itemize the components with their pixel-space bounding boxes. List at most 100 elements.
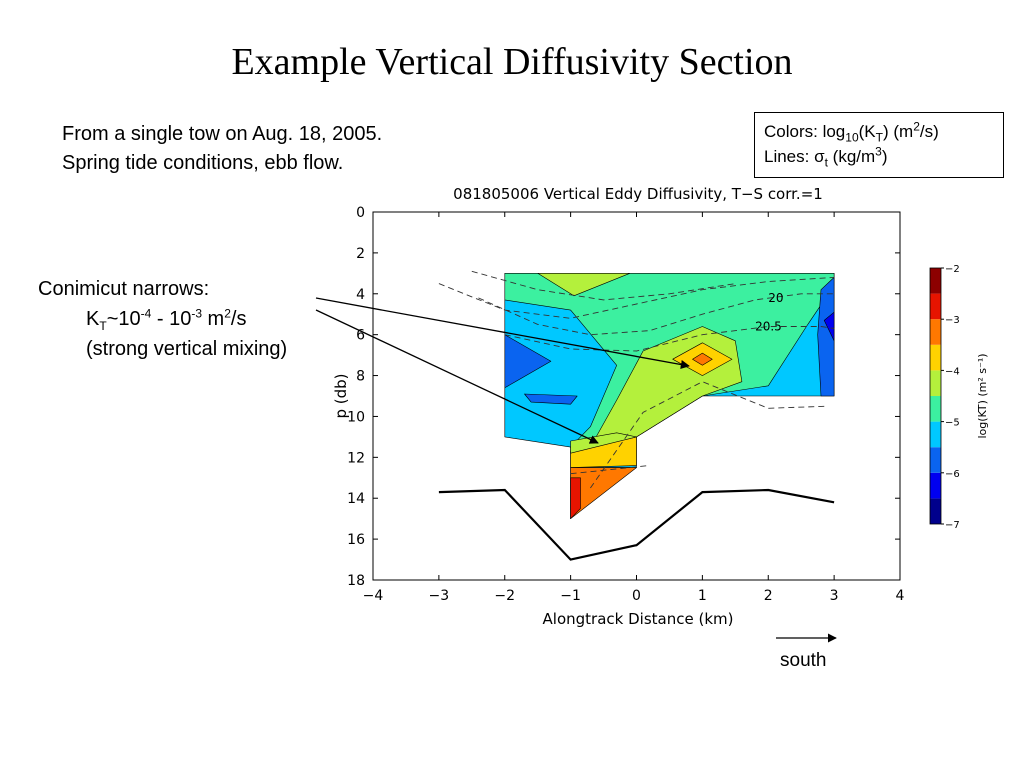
callout-k: K <box>86 308 100 330</box>
x-tick-label: 4 <box>896 588 905 604</box>
y-tick-label: 16 <box>347 532 365 548</box>
colorbar-swatch <box>930 421 941 448</box>
legend-lines-unit-sup: 3 <box>875 144 882 159</box>
bottom-profile-line <box>438 488 835 561</box>
colorbar-tick-label: −4 <box>945 366 960 377</box>
colorbar-swatch <box>930 447 941 473</box>
legend-lines-line: Lines: σt (kg/m3) <box>764 144 1003 169</box>
legend-lines-sigma-sub: t <box>824 155 828 170</box>
legend-colors-ksub: T <box>875 130 883 145</box>
colorbar-swatch <box>930 396 941 422</box>
colorbar-label: log(KT) (m² s⁻¹) <box>976 353 989 438</box>
colorbar-swatch <box>930 370 941 396</box>
y-tick-label: 8 <box>356 369 365 385</box>
colorbar-swatch <box>930 472 941 499</box>
colorbar-tick-label: −2 <box>945 264 960 275</box>
direction-label: south <box>780 650 827 671</box>
callout-arrow-core <box>315 297 690 370</box>
contour-line-2 <box>438 276 835 319</box>
slide-title: Example Vertical Diffusivity Section <box>231 41 793 83</box>
callout-arrow-bottom <box>315 309 599 444</box>
legend-lines-unit-end: ) <box>881 147 888 166</box>
contour-label-1: 20.5 <box>755 319 782 333</box>
y-tick-label: 18 <box>347 573 365 589</box>
legend-colors-line: Colors: log10(KT) (m2/s) <box>764 119 1003 144</box>
x-tick-label: 2 <box>764 588 773 604</box>
contour-fills <box>504 272 835 520</box>
x-axis-ticks: −4 −3 −2 −1 0 1 2 3 4 <box>363 212 905 604</box>
x-tick-label: 0 <box>632 588 641 604</box>
x-tick-label: 1 <box>698 588 707 604</box>
legend-lines-prefix: Lines: <box>764 147 815 166</box>
callout-line-2: KT~10-4 - 10-3 m2/s <box>38 304 287 334</box>
intro-text: From a single tow on Aug. 18, 2005. Spri… <box>62 120 382 178</box>
colorbar: −2 −3 −4 −5 −6 −7 <box>929 264 960 531</box>
y-tick-label: 6 <box>356 328 365 344</box>
y-tick-label: 14 <box>347 491 365 507</box>
legend-box: Colors: log10(KT) (m2/s) Lines: σt (kg/m… <box>754 112 1004 178</box>
contour-line-4 <box>570 465 650 475</box>
fill-bottom-green <box>570 432 637 454</box>
legend-colors-sub: 10 <box>845 130 859 145</box>
x-tick-label: −1 <box>560 588 581 604</box>
callout-k-sub: T <box>99 319 107 333</box>
callout-range-b: - 10 <box>151 308 192 330</box>
density-contours <box>438 270 835 489</box>
colorbar-tick-label: −7 <box>945 520 960 531</box>
contour-line-5 <box>590 381 828 489</box>
colorbar-swatch <box>930 293 941 320</box>
y-axis-label: p (db) <box>332 373 350 418</box>
callout-unit-end: /s <box>230 308 247 330</box>
legend-colors-unit-sup: 2 <box>913 119 920 134</box>
callout-exp-b: -3 <box>191 306 202 321</box>
callout-line-3: (strong vertical mixing) <box>86 338 288 360</box>
bottom-profile <box>438 488 835 561</box>
callout-unit: m <box>202 308 225 330</box>
contour-line-3 <box>471 270 736 301</box>
fill-blue-streak <box>524 393 578 405</box>
fill-orange-core <box>692 352 713 366</box>
y-tick-label: 4 <box>356 287 365 303</box>
callout-line-1: Conimicut narrows: <box>38 278 210 300</box>
callout-unit-sup: 2 <box>224 306 231 321</box>
intro-line-2: Spring tide conditions, ebb flow. <box>62 152 344 174</box>
fill-bottom-red <box>570 477 581 520</box>
legend-colors-unit: ) (m <box>882 122 914 141</box>
callout-exp-a: -4 <box>140 306 152 321</box>
legend-colors-k: (K <box>858 122 876 141</box>
colorbar-swatch <box>930 498 941 524</box>
fill-blue-right <box>817 277 835 397</box>
y-tick-label: 12 <box>347 450 365 466</box>
y-tick-label: 0 <box>356 205 365 221</box>
contour-line-0 <box>478 293 835 336</box>
colorbar-tick-label: −6 <box>945 469 960 480</box>
colorbar-tick-label: −3 <box>945 315 960 326</box>
callout-text: Conimicut narrows: KT~10-4 - 10-3 m2/s (… <box>38 274 287 364</box>
fill-dark-blue-right <box>823 311 835 342</box>
y-tick-label: 2 <box>356 246 365 262</box>
x-tick-label: −4 <box>363 588 384 604</box>
x-tick-label: −2 <box>494 588 515 604</box>
colorbar-swatch <box>930 344 941 371</box>
x-tick-label: −3 <box>429 588 450 604</box>
contour-labels: 20 20.5 <box>755 291 783 334</box>
callout-range-a: ~10 <box>106 308 141 330</box>
x-axis-label: Alongtrack Distance (km) <box>543 610 734 628</box>
colorbar-frame <box>929 267 942 525</box>
contour-label-0: 20 <box>768 291 783 305</box>
fill-top-green <box>537 272 631 297</box>
colorbar-tick-label: −5 <box>945 418 960 429</box>
y-axis-ticks: 0 2 4 6 8 10 12 14 16 18 <box>347 205 900 589</box>
fill-blue-left <box>504 334 552 389</box>
legend-lines-sigma: σ <box>814 147 825 166</box>
x-tick-label: 3 <box>830 588 839 604</box>
legend-lines-unit: (kg/m <box>827 147 876 166</box>
legend-colors-prefix: Colors: log <box>764 122 846 141</box>
intro-line-1: From a single tow on Aug. 18, 2005. <box>62 123 383 145</box>
colorbar-swatch <box>930 268 941 294</box>
chart-title: 081805006 Vertical Eddy Diffusivity, T−S… <box>453 185 823 203</box>
y-tick-label: 10 <box>347 409 365 425</box>
legend-colors-unit-end: /s) <box>919 122 939 141</box>
contour-line-1 <box>504 326 835 352</box>
